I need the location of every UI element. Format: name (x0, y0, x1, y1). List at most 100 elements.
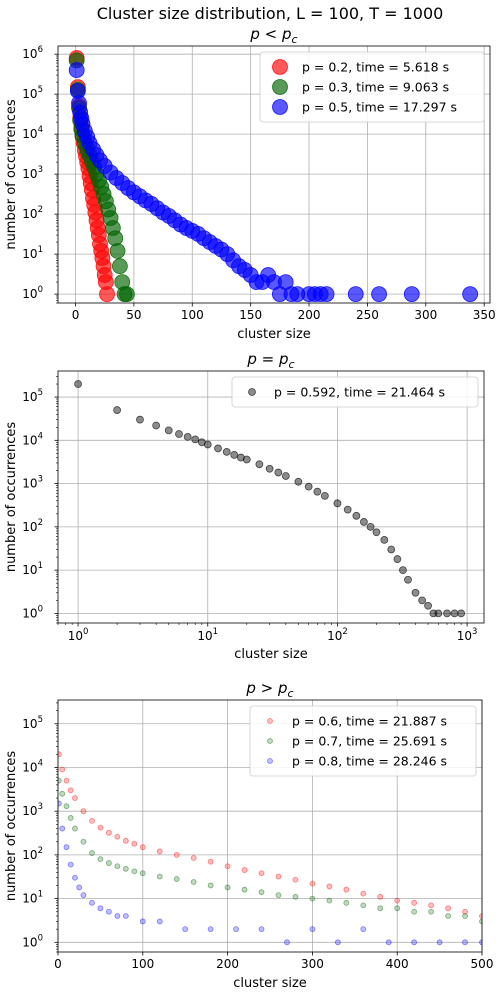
data-point (105, 829, 112, 836)
data-point (105, 860, 112, 866)
data-point (207, 858, 214, 865)
data-point (214, 444, 222, 453)
data-point (360, 902, 367, 909)
x-tick-label: 400 (386, 957, 409, 971)
data-point (242, 455, 251, 464)
x-axis-label: cluster size (234, 647, 308, 662)
data-point (304, 482, 313, 491)
data-point (281, 472, 290, 480)
data-point (313, 487, 322, 496)
series-2-points (58, 777, 482, 925)
data-point (372, 528, 381, 537)
data-point (99, 286, 115, 303)
data-point (360, 890, 367, 897)
data-point (411, 908, 418, 915)
data-point (80, 808, 87, 815)
data-point (72, 825, 78, 832)
data-point (113, 406, 122, 414)
data-point (114, 913, 121, 919)
data-point (450, 609, 459, 618)
x-tick-label: 150 (239, 308, 262, 322)
legend: p = 0.6, time = 21.887 s p = 0.7, time = … (249, 705, 477, 777)
data-point (131, 840, 138, 847)
data-point (233, 926, 239, 933)
data-point (97, 856, 104, 863)
legend-marker (267, 718, 273, 724)
y-tick-label: 106 (22, 45, 43, 61)
chart-panel-1: 0 50 100 150 200 250 300 350 100 101 102 103 104 105 1… (4, 25, 496, 342)
x-tick-label: 100 (68, 627, 89, 643)
data-point (255, 460, 264, 469)
data-point (404, 575, 412, 584)
data-point (462, 913, 468, 919)
data-point (377, 905, 384, 912)
data-point (139, 918, 146, 925)
y-tick-label: 105 (22, 715, 43, 731)
data-point (183, 432, 192, 441)
legend: p = 0.592, time = 21.464 s (231, 376, 479, 408)
data-point (428, 908, 435, 915)
data-point (173, 851, 180, 858)
data-point (411, 588, 420, 597)
data-point (443, 609, 451, 618)
legend: p = 0.2, time = 5.618 s p = 0.3, time = 9… (259, 51, 485, 123)
series-1-points (58, 751, 482, 919)
data-point (97, 824, 104, 831)
data-point (411, 939, 418, 946)
data-point (175, 430, 183, 438)
legend-marker (267, 758, 273, 764)
data-point (63, 844, 70, 851)
data-point (275, 873, 282, 880)
x-tick-label: 102 (327, 627, 348, 643)
data-point (122, 865, 129, 872)
data-point (275, 892, 282, 899)
x-tick-label: 50 (126, 308, 141, 322)
data-point (105, 908, 112, 915)
data-point (387, 545, 396, 554)
data-point (63, 803, 70, 810)
x-tick-label: 0 (54, 957, 62, 971)
y-tick-label: 102 (22, 205, 43, 221)
data-point (89, 850, 95, 856)
figure-title: Cluster size distribution, L = 100, T = … (97, 4, 444, 23)
data-point (343, 899, 350, 906)
data-point (258, 870, 265, 877)
data-point (360, 926, 367, 933)
y-tick-label: 104 (22, 125, 43, 141)
series-1-points (74, 380, 466, 618)
data-point (67, 861, 74, 868)
data-point (309, 880, 316, 887)
data-point (72, 795, 78, 801)
data-point (366, 522, 375, 531)
data-point (479, 918, 482, 925)
data-point (122, 913, 129, 919)
data-point (63, 777, 70, 784)
data-point (265, 464, 274, 473)
y-tick-label: 103 (22, 165, 43, 181)
data-point (457, 609, 466, 618)
data-point (371, 286, 387, 303)
legend-label: p = 0.592, time = 21.464 s (274, 385, 445, 400)
data-point (207, 926, 214, 933)
y-axis-label: number of occurrences (4, 751, 19, 902)
data-point (462, 939, 468, 946)
data-point (403, 286, 420, 303)
y-tick-label: 102 (22, 518, 43, 534)
data-point (411, 899, 418, 906)
y-axis-label: number of occurrences (4, 422, 19, 573)
y-tick-label: 102 (22, 846, 43, 862)
panel-title: p = pc (246, 350, 294, 371)
data-point (131, 868, 138, 875)
legend-marker (272, 79, 288, 95)
data-point (109, 243, 126, 259)
y-tick-label: 100 (22, 285, 43, 301)
data-point (80, 892, 87, 899)
data-point (394, 897, 401, 904)
data-point (173, 876, 180, 882)
data-point (139, 844, 146, 851)
data-point (333, 499, 342, 508)
data-point (236, 453, 245, 462)
data-point (462, 908, 468, 915)
data-point (393, 555, 402, 563)
data-point (326, 897, 333, 904)
